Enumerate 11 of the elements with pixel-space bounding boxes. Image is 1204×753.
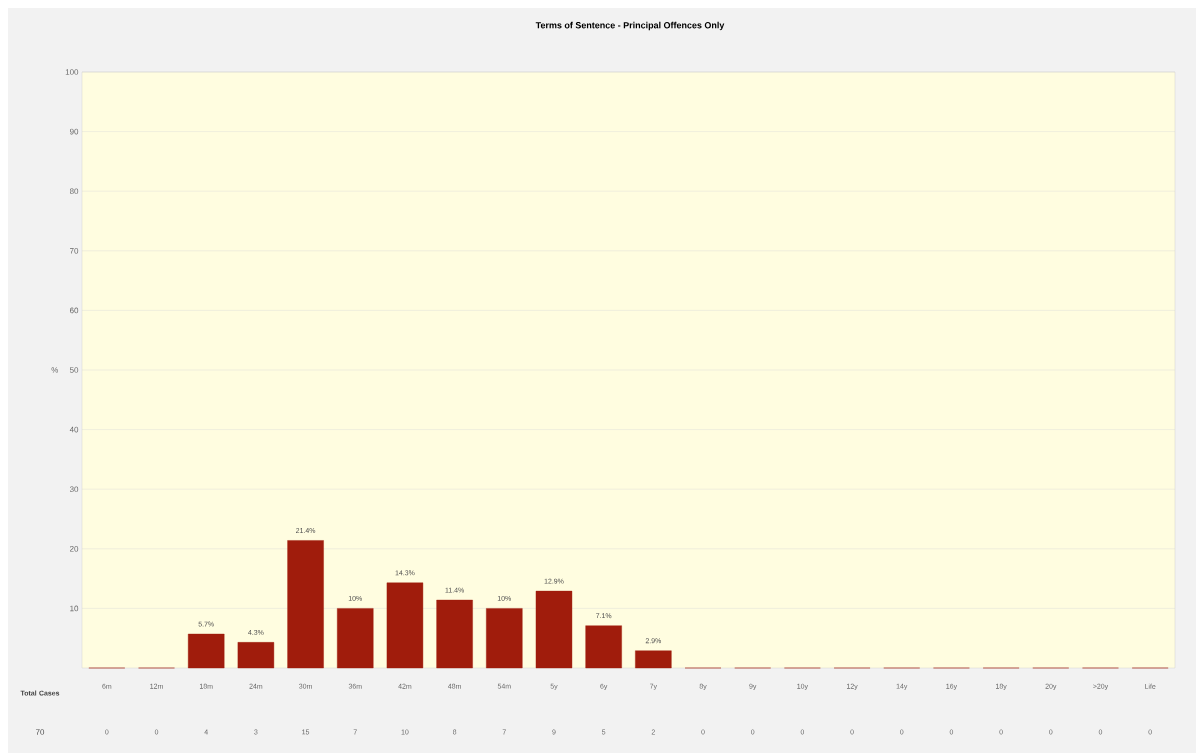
chart-title: Terms of Sentence - Principal Offences Only <box>535 21 725 31</box>
bar <box>486 608 523 669</box>
bar <box>436 599 473 669</box>
bar <box>535 590 573 669</box>
bar <box>237 642 275 669</box>
bar <box>635 650 672 669</box>
bar <box>386 582 424 669</box>
bar <box>287 540 324 669</box>
bar <box>188 633 225 669</box>
bar <box>585 625 622 669</box>
bar <box>337 608 374 669</box>
